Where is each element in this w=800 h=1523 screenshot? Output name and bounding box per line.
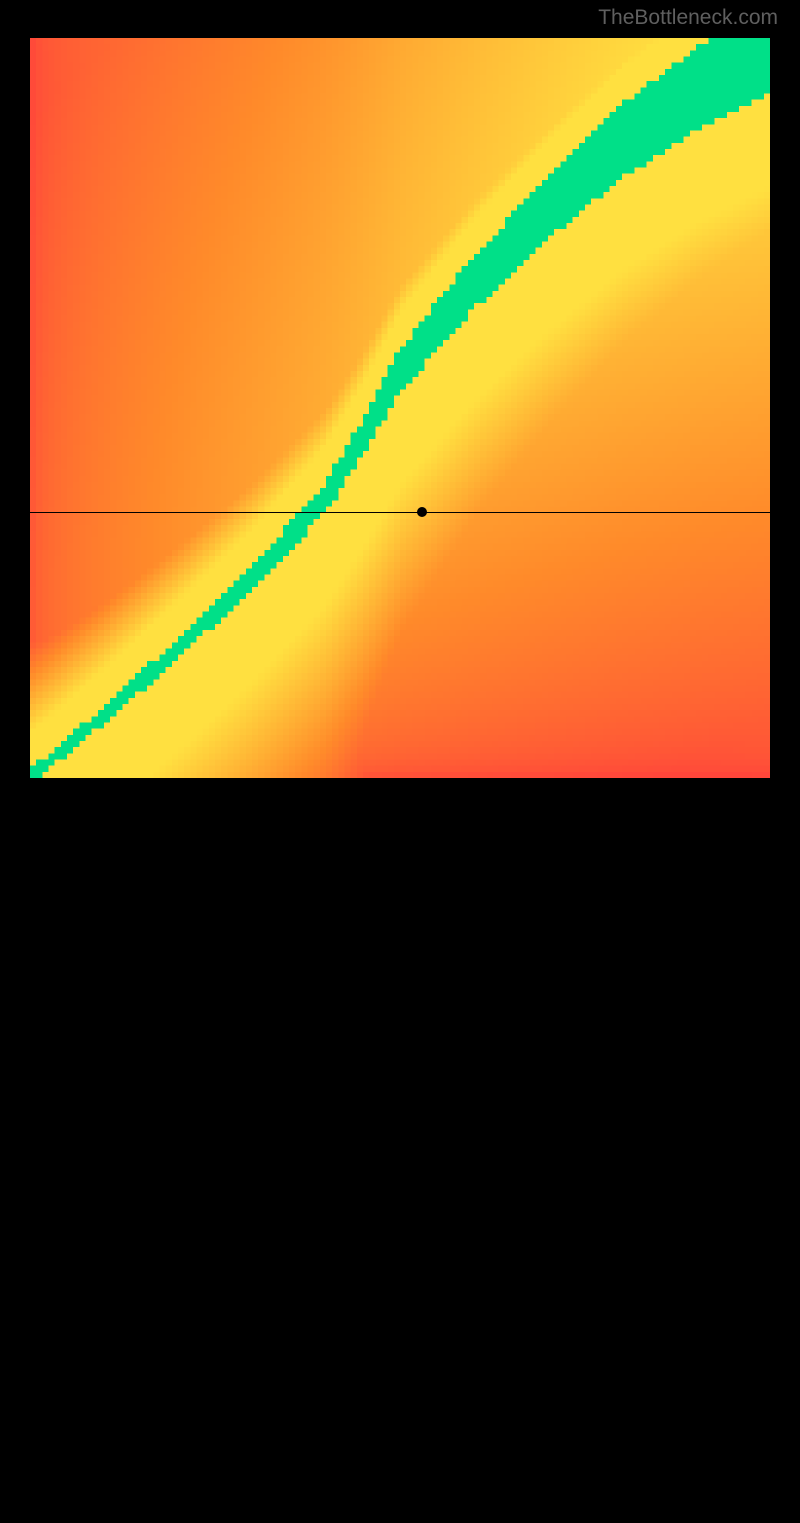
heatmap-plot [30, 38, 770, 778]
crosshair-marker [417, 507, 427, 517]
watermark-text: TheBottleneck.com [598, 6, 778, 30]
heatmap-canvas [30, 38, 770, 778]
crosshair-vertical [422, 783, 423, 1523]
crosshair-horizontal [30, 512, 770, 513]
